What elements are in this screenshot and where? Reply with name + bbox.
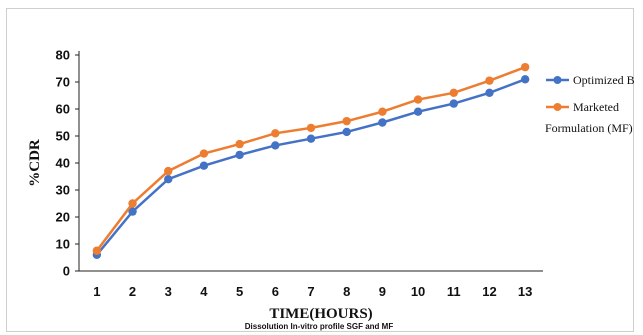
- y-tick-label: 50: [56, 129, 70, 144]
- data-point: [413, 107, 423, 116]
- data-point: [92, 246, 102, 255]
- y-tick-label: 40: [56, 156, 70, 171]
- legend-label: Marketed: [573, 100, 619, 114]
- data-point: [199, 161, 209, 170]
- x-tick-label: 11: [447, 284, 461, 299]
- chart-frame: 0 10 20 30 40 50 60 70 80 1 2 3 4 5 6 7 8 9 10 11 12 13 Opti…: [6, 8, 635, 332]
- data-point: [520, 62, 530, 72]
- data-point: [164, 175, 173, 184]
- x-tick-label: 8: [343, 284, 350, 299]
- x-tick-label: 6: [272, 284, 279, 299]
- data-point: [413, 95, 423, 104]
- data-point: [342, 116, 351, 126]
- x-tick-label: 2: [129, 284, 136, 299]
- y-tick-label: 0: [63, 264, 70, 279]
- legend-label: Optimized Batc: [573, 73, 635, 87]
- data-point: [306, 123, 316, 133]
- data-point: [485, 76, 494, 85]
- y-tick-label: 70: [56, 75, 70, 90]
- y-axis-title: %CDR: [27, 139, 43, 187]
- data-point: [128, 207, 137, 216]
- series-group: [92, 62, 530, 259]
- x-tick-label: 12: [482, 284, 496, 299]
- data-point: [199, 149, 209, 158]
- data-point: [235, 139, 244, 149]
- y-tick-label: 30: [56, 183, 70, 198]
- legend-item-2: Marketed Formulation (MF): [545, 100, 633, 135]
- legend-swatch-marker: [553, 103, 562, 111]
- x-tick-label: 1: [93, 284, 100, 299]
- data-point: [378, 118, 387, 127]
- data-point: [378, 107, 387, 116]
- y-tick-label: 60: [56, 102, 70, 117]
- x-tick-label: 9: [379, 284, 386, 299]
- data-point: [449, 88, 458, 98]
- x-tick-label: 7: [307, 284, 314, 299]
- x-tick-label: 3: [165, 284, 172, 299]
- legend: Optimized Batc Marketed Formulation (MF): [545, 73, 635, 135]
- x-tick-labels: 1 2 3 4 5 6 7 8 9 10 11 12 13: [93, 284, 532, 299]
- data-point: [449, 99, 458, 108]
- data-point: [271, 129, 280, 138]
- x-tick-label: 4: [200, 284, 208, 299]
- series-line: [95, 65, 526, 252]
- y-tick-labels: 0 10 20 30 40 50 60 70 80: [56, 48, 79, 279]
- y-tick-label: 80: [56, 48, 70, 63]
- data-point: [306, 134, 316, 143]
- legend-item-1: Optimized Batc: [546, 73, 635, 87]
- axes: [78, 51, 543, 272]
- y-tick-label: 20: [56, 210, 70, 225]
- legend-label: Formulation (MF): [545, 121, 633, 135]
- series-1: [92, 75, 530, 259]
- chart-caption: Dissolution In-vitro profile SGF and MF: [245, 322, 394, 331]
- data-point: [271, 141, 280, 150]
- data-point: [342, 127, 351, 137]
- y-tick-label: 10: [56, 237, 70, 252]
- data-point: [520, 75, 530, 84]
- x-tick-label: 13: [518, 284, 532, 299]
- series-2: [92, 62, 530, 255]
- series-line: [95, 78, 526, 256]
- data-point: [485, 88, 494, 98]
- x-tick-label: 10: [411, 284, 425, 299]
- data-point: [164, 166, 173, 176]
- data-point: [235, 150, 244, 160]
- data-point: [128, 199, 137, 208]
- legend-swatch-marker: [553, 76, 562, 84]
- x-axis-title: TIME(HOURS): [269, 306, 372, 322]
- x-tick-label: 5: [236, 284, 243, 299]
